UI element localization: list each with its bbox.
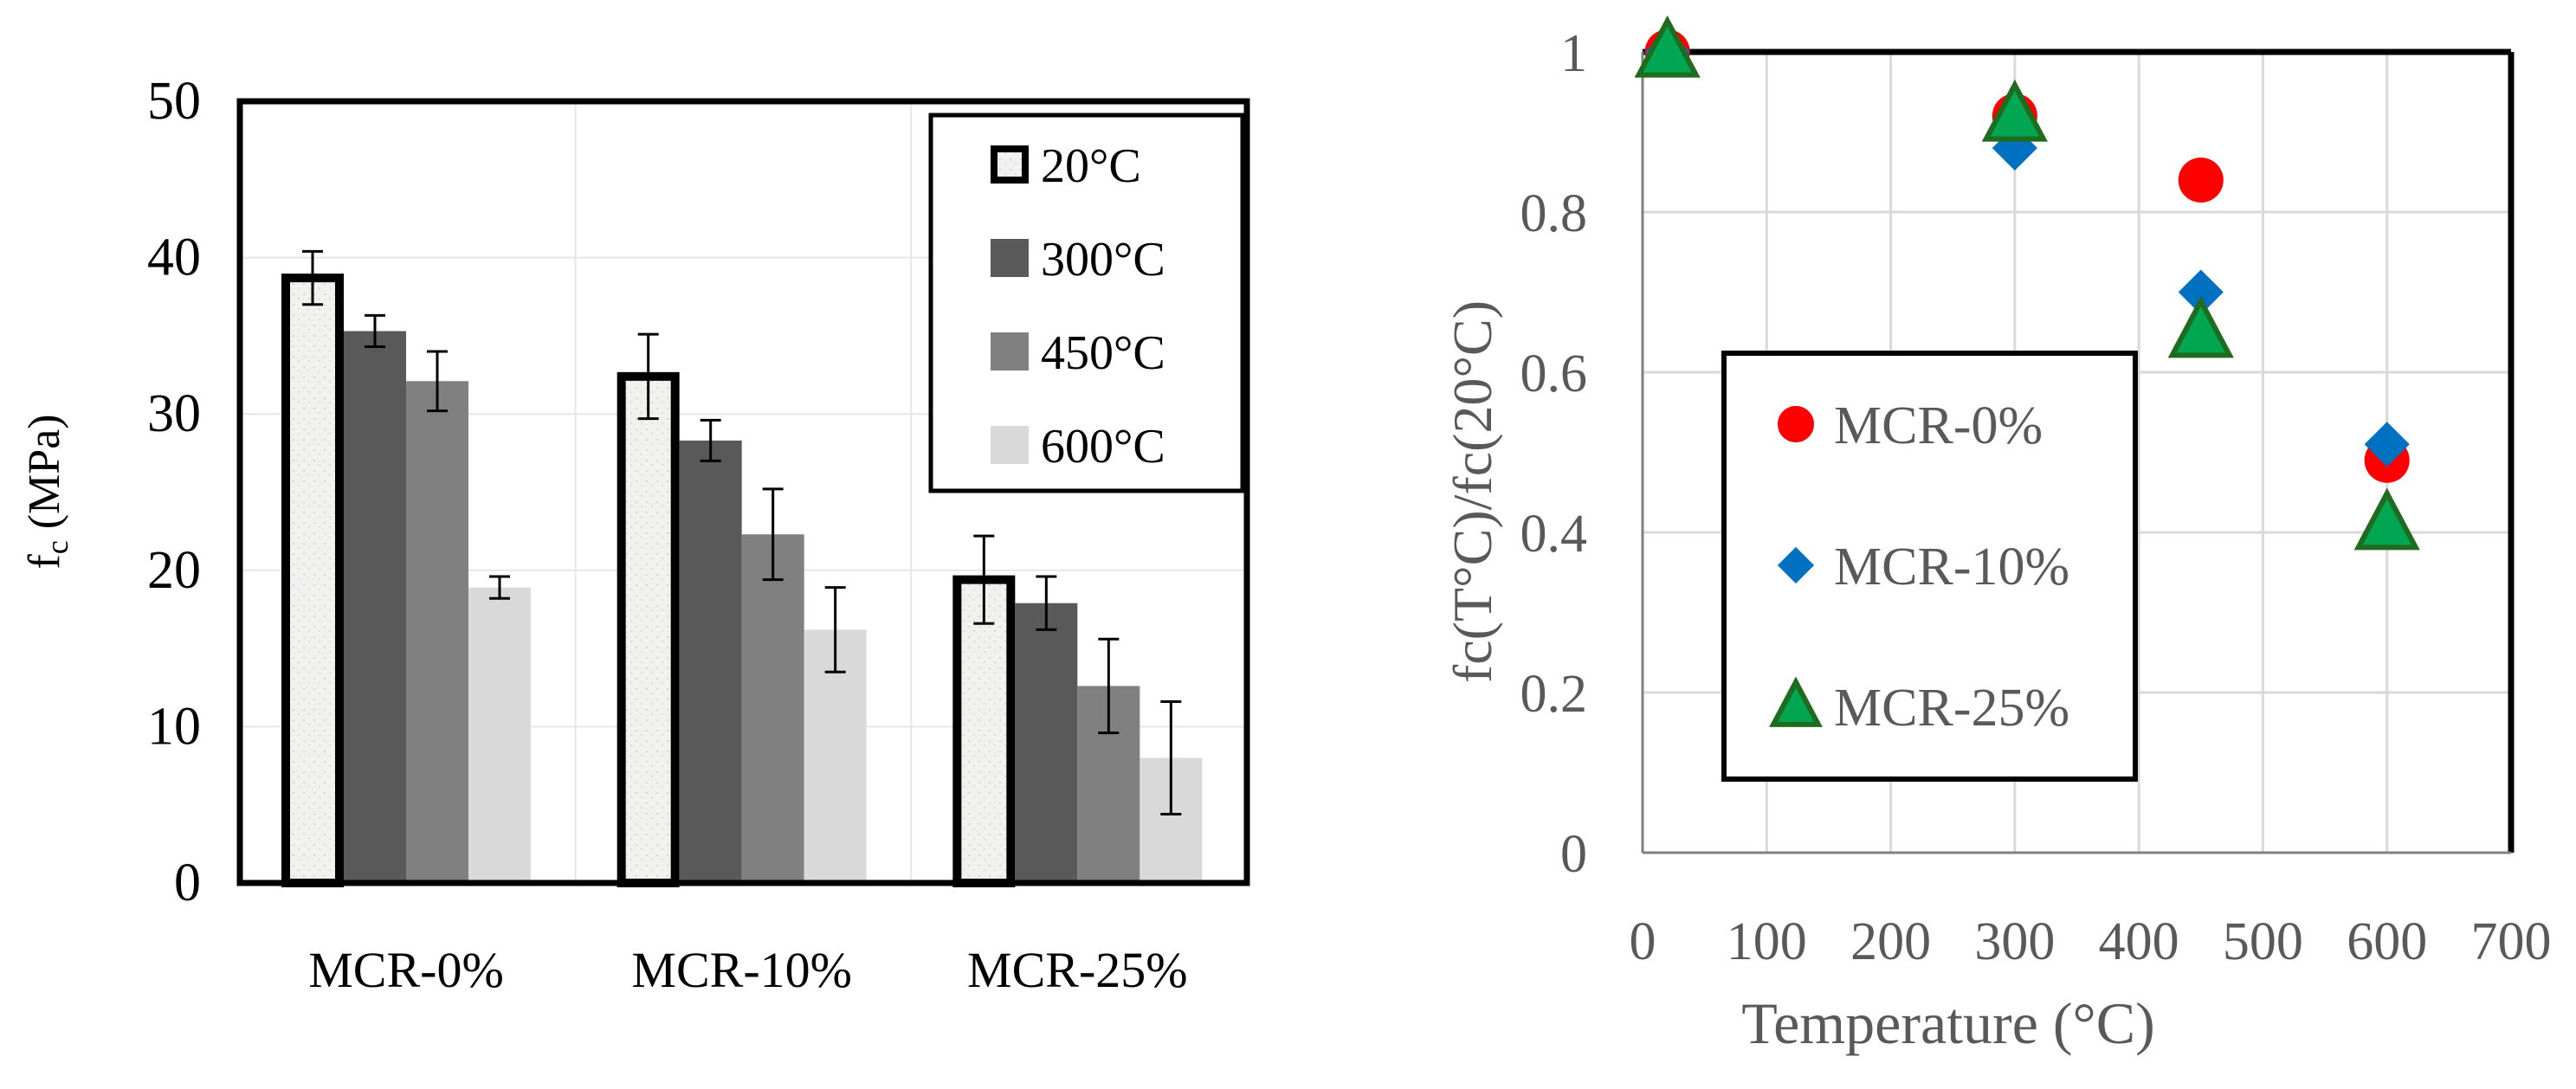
bar-legend-swatch [991, 332, 1029, 371]
bar-legend-label: 20°C [1041, 139, 1141, 193]
bar-legend-swatch [991, 145, 1029, 184]
bar-y-tick-label: 30 [147, 384, 201, 443]
scatter-x-tick-labels: 0 100 200 300 400 500 600 700 [1630, 912, 2552, 971]
scatter-chart: 0 100 200 300 400 500 600 700 0 0.2 0.4 0.6 0.8 1 Te… [1442, 15, 2552, 1056]
bar [741, 534, 804, 883]
scatter-y-tick-labels: 0 0.2 0.4 0.6 0.8 1 [1520, 24, 1588, 884]
scatter-x-tick-label: 700 [2471, 912, 2552, 971]
bar-legend-label: 600°C [1041, 420, 1165, 474]
bar-legend-label: 450°C [1041, 326, 1165, 380]
scatter-y-tick-label: 0.2 [1520, 665, 1588, 724]
bar-category-labels: MCR-0% MCR-10% MCR-25% [308, 942, 1187, 998]
bar [617, 371, 680, 887]
scatter-y-tick-label: 1 [1560, 24, 1587, 83]
scatter-point [1981, 79, 2048, 142]
scatter-x-tick-label: 0 [1630, 912, 1656, 971]
scatter-legend-label: MCR-25% [1834, 679, 2069, 738]
bar-category-label: MCR-10% [631, 942, 852, 998]
bar-category-label: MCR-25% [967, 942, 1188, 998]
scatter-point [2178, 157, 2224, 203]
scatter-y-tick-label: 0.8 [1520, 184, 1588, 243]
scatter-x-axis-title: Temperature (°C) [1741, 990, 2154, 1056]
bar [1015, 602, 1078, 883]
scatter-y-tick-label: 0.4 [1520, 505, 1588, 564]
bar [952, 575, 1016, 887]
bar-y-tick-label: 0 [174, 854, 201, 912]
scatter-point [2167, 295, 2234, 358]
scatter-legend-marker [1769, 676, 1823, 727]
scatter-y-axis-title: fc(T°C)/fc(20°C) [1442, 300, 1503, 683]
bar-chart: 0 10 20 30 40 50 MCR-0% MCR-10% MCR-25% fc (MPa… [20, 72, 1250, 998]
bar [406, 381, 468, 883]
scatter-x-tick-label: 200 [1850, 912, 1931, 971]
scatter-x-tick-label: 300 [1974, 912, 2055, 971]
bar-legend-box [928, 113, 1245, 493]
bar-y-axis-title: fc (MPa) [20, 414, 74, 569]
bar-plot-frame [236, 98, 1250, 886]
scatter-legend: MCR-0% MCR-10% MCR-25% [1721, 351, 2138, 782]
bar-y-tick-label: 10 [147, 697, 201, 756]
scatter-legend-marker [1777, 546, 1815, 584]
scatter-legend-marker [1777, 405, 1815, 443]
bar-legend-swatch [991, 426, 1029, 464]
scatter-legend-label: MCR-10% [1834, 538, 2069, 596]
bar-y-tick-label: 40 [147, 229, 201, 287]
scatter-point [2353, 487, 2420, 551]
bar [468, 587, 531, 883]
bar-y-axis-title-sub: c [40, 540, 74, 554]
scatter-points [1634, 15, 2420, 551]
scatter-point [2364, 422, 2410, 467]
bar-legend-swatch [991, 239, 1029, 277]
scatter-point [2178, 269, 2224, 315]
scatter-x-tick-label: 100 [1727, 912, 1807, 971]
bar-y-axis-title-main: f [20, 554, 69, 570]
scatter-y-tick-label: 0.6 [1520, 345, 1588, 403]
bar-marks [281, 274, 1203, 887]
bar-category-label: MCR-0% [308, 942, 504, 998]
bar-y-tick-label: 50 [147, 72, 201, 131]
bar-y-tick-labels: 0 10 20 30 40 50 [147, 72, 201, 912]
scatter-x-tick-label: 400 [2099, 912, 2179, 971]
scatter-y-tick-label: 0 [1560, 825, 1587, 884]
bar [344, 331, 406, 883]
bar-y-axis-title-rest: (MPa) [20, 414, 69, 540]
scatter-point [1634, 15, 1701, 78]
bar-legend: 20°C 300°C 450°C 600°C [928, 113, 1245, 493]
scatter-axes [1641, 48, 2515, 854]
scatter-x-tick-label: 500 [2223, 912, 2303, 971]
scatter-legend-label: MCR-0% [1834, 396, 2043, 455]
bar-legend-label: 300°C [1041, 233, 1165, 287]
bar [679, 440, 742, 883]
bar-error-bars [302, 249, 1182, 816]
scatter-x-tick-label: 600 [2347, 912, 2427, 971]
bar [281, 274, 344, 887]
bar-y-tick-label: 20 [147, 541, 201, 600]
